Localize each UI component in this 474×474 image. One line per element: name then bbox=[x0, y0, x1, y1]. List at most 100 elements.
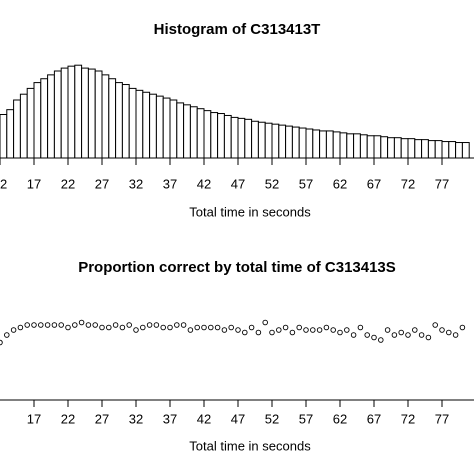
point bbox=[425, 334, 432, 341]
point bbox=[262, 319, 268, 326]
point bbox=[228, 324, 234, 331]
bar bbox=[366, 135, 375, 159]
x-tick-label: 52 bbox=[265, 176, 279, 191]
x-axis-label: Total time in seconds bbox=[189, 204, 311, 219]
x-tick-label: 67 bbox=[367, 176, 381, 191]
bar bbox=[87, 68, 96, 159]
point bbox=[439, 327, 445, 333]
bar bbox=[271, 123, 280, 159]
point bbox=[418, 332, 425, 338]
point bbox=[58, 322, 64, 328]
point bbox=[201, 324, 207, 331]
bar bbox=[393, 137, 402, 159]
point bbox=[112, 322, 119, 328]
bar bbox=[373, 135, 382, 159]
point bbox=[126, 322, 132, 328]
bar bbox=[325, 130, 334, 159]
bar bbox=[115, 82, 123, 159]
point bbox=[65, 324, 71, 331]
bar bbox=[162, 97, 171, 159]
point bbox=[269, 329, 275, 336]
x-tick-label: 77 bbox=[435, 176, 449, 191]
point bbox=[167, 324, 173, 331]
point bbox=[235, 327, 241, 333]
point bbox=[405, 332, 411, 338]
bar bbox=[74, 64, 83, 159]
bar bbox=[40, 78, 49, 159]
x-tick-label: 72 bbox=[401, 411, 415, 426]
bar bbox=[169, 99, 178, 159]
x-tick-label: 17 bbox=[27, 176, 41, 191]
bar bbox=[346, 133, 355, 159]
point bbox=[208, 324, 214, 331]
point bbox=[303, 327, 309, 333]
point bbox=[398, 329, 404, 336]
point bbox=[459, 324, 466, 331]
bar bbox=[210, 112, 219, 159]
point bbox=[160, 324, 166, 331]
x-tick-label: 47 bbox=[231, 176, 245, 191]
point bbox=[282, 324, 289, 331]
bar bbox=[0, 114, 8, 159]
point bbox=[174, 322, 180, 328]
bar bbox=[149, 93, 157, 159]
point bbox=[242, 329, 248, 336]
point bbox=[92, 322, 98, 328]
bar bbox=[319, 130, 327, 159]
point bbox=[153, 322, 160, 328]
bar bbox=[461, 142, 470, 159]
x-tick-label: 57 bbox=[299, 176, 313, 191]
point bbox=[72, 322, 78, 328]
bar bbox=[251, 120, 259, 159]
bar bbox=[47, 74, 55, 159]
x-tick-label: 27 bbox=[95, 176, 109, 191]
bar bbox=[13, 99, 21, 159]
point bbox=[344, 327, 350, 333]
bar bbox=[244, 118, 253, 159]
bar bbox=[128, 87, 137, 159]
point bbox=[330, 327, 336, 333]
point bbox=[391, 332, 398, 338]
bar bbox=[380, 136, 389, 159]
x-tick-label: 42 bbox=[197, 411, 211, 426]
x-tick-label: 27 bbox=[95, 411, 109, 426]
bar bbox=[223, 114, 232, 159]
point bbox=[106, 324, 112, 331]
bar bbox=[291, 126, 300, 159]
x-tick-label: 67 bbox=[367, 411, 381, 426]
bar bbox=[353, 133, 361, 159]
bar bbox=[19, 93, 28, 159]
x-tick-label: 37 bbox=[163, 176, 177, 191]
point bbox=[4, 332, 10, 338]
bar bbox=[121, 84, 130, 159]
bar bbox=[257, 121, 266, 159]
point bbox=[364, 332, 370, 338]
x-tick-label: 37 bbox=[163, 411, 177, 426]
point bbox=[180, 322, 187, 328]
point bbox=[214, 324, 221, 331]
bar bbox=[142, 91, 151, 159]
bar bbox=[155, 95, 164, 159]
bar bbox=[237, 117, 246, 159]
x-tick-label: 32 bbox=[129, 411, 143, 426]
x-tick-label: 62 bbox=[333, 176, 347, 191]
x-tick-label: 57 bbox=[299, 411, 313, 426]
bar bbox=[94, 70, 103, 159]
point bbox=[350, 332, 357, 338]
point bbox=[432, 322, 438, 328]
x-tick-label: 22 bbox=[61, 176, 75, 191]
bar bbox=[183, 104, 191, 159]
point bbox=[17, 324, 24, 331]
bar bbox=[305, 128, 314, 159]
point bbox=[119, 324, 126, 331]
point bbox=[78, 319, 85, 326]
bar bbox=[441, 141, 450, 159]
bar bbox=[407, 138, 416, 159]
point bbox=[0, 339, 3, 346]
x-tick-label: 77 bbox=[435, 411, 449, 426]
x-tick-label: 22 bbox=[61, 411, 75, 426]
point bbox=[452, 332, 459, 338]
bar bbox=[448, 141, 457, 159]
